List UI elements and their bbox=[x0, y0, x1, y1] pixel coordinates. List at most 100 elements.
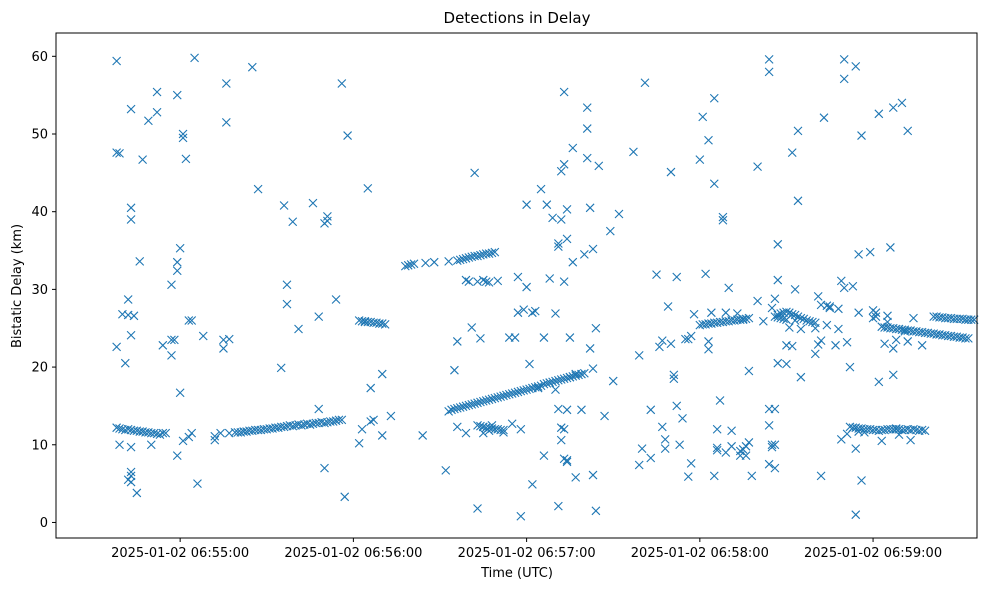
data-point-tracks-61 bbox=[455, 403, 465, 412]
data-point-clutter-109 bbox=[510, 333, 520, 342]
data-point-tracks-60 bbox=[452, 403, 462, 413]
data-point-clutter-61 bbox=[282, 280, 292, 290]
data-point-clutter-296 bbox=[871, 308, 881, 318]
data-point-clutter-115 bbox=[522, 200, 531, 210]
data-point-tracks-45 bbox=[305, 420, 315, 429]
data-point-tracks-119 bbox=[421, 258, 430, 268]
data-point-clutter-214 bbox=[718, 212, 728, 222]
x-axis-title: Time (UTC) bbox=[480, 566, 553, 581]
data-point-tracks-87 bbox=[530, 382, 540, 392]
data-point-clutter-158 bbox=[582, 124, 592, 133]
data-point-clutter-133 bbox=[553, 501, 563, 511]
data-point-clutter-171 bbox=[614, 209, 624, 219]
x-tick-label: 2025-01-02 06:59:00 bbox=[804, 546, 942, 561]
data-point-clutter-236 bbox=[764, 459, 774, 469]
data-point-clutter-44 bbox=[187, 316, 197, 325]
data-point-clutter-278 bbox=[839, 74, 849, 84]
data-point-clutter-201 bbox=[698, 112, 708, 122]
data-point-tracks-102 bbox=[574, 370, 583, 380]
data-point-clutter-130 bbox=[551, 385, 560, 394]
data-point-clutter-260 bbox=[810, 349, 820, 359]
data-point-tracks-57 bbox=[444, 406, 454, 416]
data-point-clutter-169 bbox=[605, 226, 615, 236]
data-point-clutter-48 bbox=[198, 331, 208, 341]
data-point-tracks-53 bbox=[328, 417, 338, 426]
data-point-clutter-55 bbox=[224, 334, 234, 344]
data-point-clutter-26 bbox=[158, 340, 168, 350]
y-tick-label: 0 bbox=[40, 516, 48, 531]
data-point-clutter-12 bbox=[126, 471, 136, 481]
data-point-tracks-66 bbox=[470, 399, 480, 408]
data-point-tracks-65 bbox=[467, 399, 477, 409]
x-tick-label: 2025-01-02 06:57:00 bbox=[458, 546, 596, 561]
data-point-tracks-75 bbox=[496, 392, 506, 401]
data-point-clutter-20 bbox=[135, 257, 145, 266]
data-point-clutter-13 bbox=[126, 467, 136, 477]
data-point-clutter-300 bbox=[877, 436, 887, 446]
data-point-clutter-284 bbox=[851, 62, 861, 71]
data-point-clutter-148 bbox=[562, 455, 572, 465]
data-point-clutter-304 bbox=[885, 243, 895, 252]
data-point-clutter-23 bbox=[146, 440, 156, 450]
data-point-clutter-156 bbox=[579, 250, 589, 259]
data-point-clutter-147 bbox=[562, 457, 572, 467]
data-point-clutter-87 bbox=[450, 365, 459, 375]
data-point-clutter-219 bbox=[727, 426, 736, 436]
data-point-clutter-149 bbox=[565, 333, 575, 342]
data-point-tracks-68 bbox=[476, 397, 485, 407]
data-point-clutter-15 bbox=[126, 215, 136, 224]
data-point-clutter-81 bbox=[369, 415, 378, 425]
data-point-tracks-94 bbox=[551, 376, 560, 386]
data-point-clutter-282 bbox=[845, 362, 855, 372]
data-point-tracks-81 bbox=[513, 387, 523, 397]
data-point-clutter-281 bbox=[842, 337, 852, 347]
data-point-clutter-168 bbox=[600, 411, 609, 421]
data-point-clutter-199 bbox=[689, 309, 699, 319]
data-point-clutter-159 bbox=[582, 153, 592, 163]
data-point-clutter-175 bbox=[637, 444, 647, 454]
data-point-clutter-74 bbox=[343, 131, 352, 140]
data-point-clutter-203 bbox=[704, 135, 713, 145]
y-tick-label: 30 bbox=[31, 283, 48, 298]
data-point-clutter-131 bbox=[553, 239, 563, 248]
data-point-tracks-104 bbox=[579, 368, 589, 378]
data-point-tracks-133 bbox=[484, 249, 494, 259]
data-point-clutter-69 bbox=[323, 211, 332, 221]
data-point-clutter-160 bbox=[585, 203, 595, 213]
plot-frame bbox=[55, 32, 978, 539]
data-point-clutter-6 bbox=[120, 358, 130, 368]
data-point-clutter-143 bbox=[559, 277, 569, 287]
data-point-clutter-289 bbox=[854, 308, 864, 318]
data-point-tracks-253 bbox=[776, 313, 786, 323]
data-point-tracks-115 bbox=[400, 261, 410, 271]
data-point-tracks-176 bbox=[805, 316, 814, 326]
data-point-clutter-64 bbox=[314, 312, 324, 321]
y-axis: 0 10 20 30 40 50 60 bbox=[31, 50, 56, 531]
data-point-clutter-11 bbox=[126, 477, 136, 487]
data-point-tracks-58 bbox=[447, 405, 456, 415]
x-tick-label: 2025-01-02 06:58:00 bbox=[631, 546, 769, 561]
data-point-tracks-77 bbox=[502, 390, 511, 400]
data-point-clutter-4 bbox=[115, 440, 124, 450]
data-point-clutter-117 bbox=[525, 359, 534, 369]
data-point-tracks-56 bbox=[337, 415, 347, 425]
data-point-clutter-217 bbox=[721, 308, 731, 318]
data-point-clutter-189 bbox=[669, 370, 679, 380]
data-point-clutter-28 bbox=[167, 351, 176, 360]
data-point-tracks-122 bbox=[452, 256, 462, 266]
data-point-clutter-313 bbox=[903, 126, 913, 136]
data-point-clutter-76 bbox=[357, 424, 367, 434]
data-point-clutter-244 bbox=[770, 404, 780, 414]
data-point-clutter-66 bbox=[320, 463, 329, 473]
data-point-clutter-180 bbox=[655, 342, 664, 352]
data-point-clutter-191 bbox=[672, 272, 682, 282]
data-point-clutter-267 bbox=[819, 113, 829, 123]
data-point-clutter-57 bbox=[253, 184, 263, 194]
data-point-clutter-32 bbox=[172, 257, 182, 267]
data-point-clutter-113 bbox=[516, 424, 526, 434]
data-point-clutter-187 bbox=[666, 167, 676, 177]
data-point-tracks-252 bbox=[773, 312, 783, 322]
data-point-clutter-83 bbox=[377, 369, 387, 379]
data-point-clutter-196 bbox=[683, 472, 693, 482]
data-point-clutter-150 bbox=[565, 372, 575, 382]
